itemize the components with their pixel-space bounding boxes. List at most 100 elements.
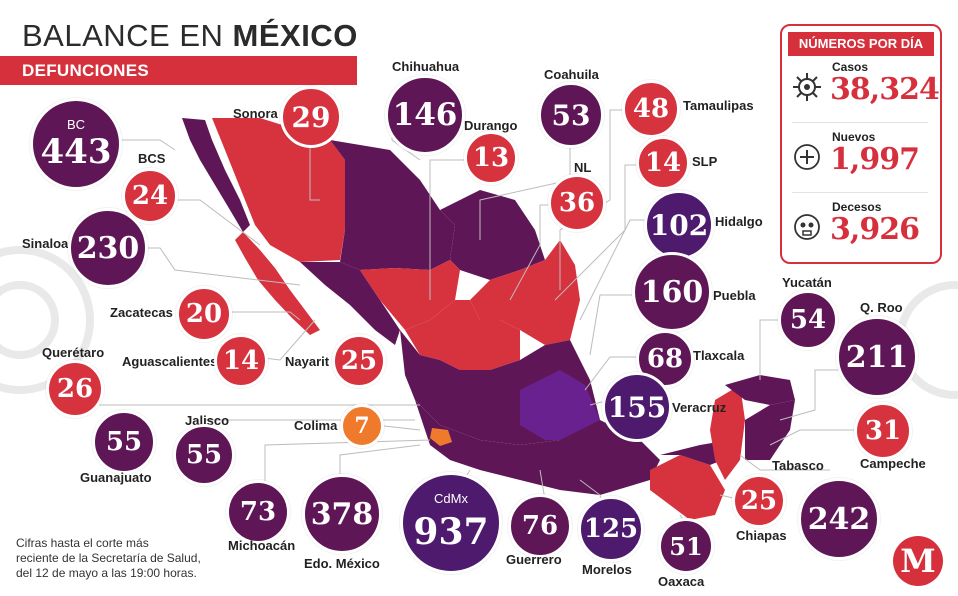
stats-panel-title: NÚMEROS POR DÍA xyxy=(788,32,934,56)
label-sonora: Sonora xyxy=(233,106,278,121)
value-nayarit: 25 xyxy=(340,346,378,376)
value-tabasco: 242 xyxy=(807,501,871,537)
bubble-aguascalientes: 14 xyxy=(214,334,268,388)
bubble-colima: 7 xyxy=(340,404,384,448)
value-tamaulipas: 48 xyxy=(632,94,670,124)
label-colima: Colima xyxy=(294,418,338,433)
value-bcs: 24 xyxy=(131,181,169,211)
label-guanajuato: Guanajuato xyxy=(80,470,152,485)
stats-panel: NÚMEROS POR DÍA Casos 38,324 Nuevos 1,99… xyxy=(780,24,942,264)
bubble-tabasco: 242 xyxy=(798,478,880,560)
region-center-north xyxy=(405,300,520,370)
bubble-jalisco: 55 xyxy=(173,424,235,486)
region-chiapas xyxy=(650,455,725,520)
value-sinaloa: 230 xyxy=(76,230,140,266)
footnote: Cifras hasta el corte más reciente de la… xyxy=(16,536,201,581)
plus-circle-icon xyxy=(794,144,820,170)
bubble-coahuila: 53 xyxy=(538,82,604,148)
bubble-yucatan: 54 xyxy=(778,290,838,350)
value-bc: 443 xyxy=(40,132,112,172)
label-zacatecas: Zacatecas xyxy=(110,305,173,320)
bubble-durango: 13 xyxy=(464,131,518,185)
stat-decesos-label: Decesos xyxy=(832,200,882,214)
label-queretaro: Querétaro xyxy=(42,345,105,360)
bubble-chiapas: 25 xyxy=(732,474,786,528)
region-chihuahua xyxy=(330,140,455,270)
label-michoacan: Michoacán xyxy=(228,538,296,553)
value-colima: 7 xyxy=(354,413,370,439)
stat-decesos: Decesos 3,926 xyxy=(788,200,936,260)
value-guerrero: 76 xyxy=(521,511,559,541)
value-coahuila: 53 xyxy=(551,98,591,132)
bubble-nayarit: 25 xyxy=(332,334,386,388)
region-bcs xyxy=(235,232,320,335)
bubble-tamaulipas: 48 xyxy=(622,80,680,138)
subtitle: DEFUNCIONES xyxy=(22,61,150,80)
bubble-chihuahua: 146 xyxy=(385,75,465,155)
label-chihuahua: Chihuahua xyxy=(392,59,460,74)
stat-nuevos-value: 1,997 xyxy=(830,142,920,177)
label-slp: SLP xyxy=(692,154,718,169)
footnote-line: reciente de la Secretaría de Salud, xyxy=(16,551,201,565)
stat-casos: Casos 38,324 xyxy=(788,60,940,120)
stat-nuevos: Nuevos 1,997 xyxy=(788,130,936,190)
label-campeche: Campeche xyxy=(860,456,926,471)
bubble-nl: 36 xyxy=(548,174,606,232)
label-bc: BC xyxy=(66,117,86,132)
bubble-bc: BC 443 xyxy=(30,98,122,190)
value-michoacan: 73 xyxy=(239,497,277,527)
value-morelos: 125 xyxy=(583,514,639,544)
label-nl: NL xyxy=(574,160,592,175)
value-jalisco: 55 xyxy=(185,440,223,470)
value-veracruz: 155 xyxy=(607,390,667,424)
value-edomex: 378 xyxy=(310,496,374,532)
region-bc xyxy=(182,118,250,232)
bubble-morelos: 125 xyxy=(578,496,644,562)
region-south xyxy=(415,400,660,495)
region-sinaloa xyxy=(300,262,400,345)
region-qroo xyxy=(745,400,795,460)
label-chiapas: Chiapas xyxy=(736,528,787,543)
logo-letter: M xyxy=(900,542,936,580)
bubble-cdmx: CdMx 937 xyxy=(400,472,502,574)
label-durango: Durango xyxy=(464,118,518,133)
label-puebla: Puebla xyxy=(713,288,756,303)
bubble-hidalgo: 102 xyxy=(644,190,714,260)
page-title: BALANCE EN MÉXICO xyxy=(22,18,358,53)
virus-decoration-left xyxy=(0,246,94,394)
value-yucatan: 54 xyxy=(789,305,827,335)
label-cdmx: CdMx xyxy=(434,491,468,506)
label-tabasco: Tabasco xyxy=(772,458,824,473)
value-sonora: 29 xyxy=(291,100,331,134)
region-coahuila xyxy=(440,190,545,280)
label-bcs: BCS xyxy=(138,151,166,166)
region-sonora xyxy=(212,118,345,262)
label-morelos: Morelos xyxy=(582,562,632,577)
value-oaxaca: 51 xyxy=(669,531,703,561)
label-tlaxcala: Tlaxcala xyxy=(693,348,745,363)
value-puebla: 160 xyxy=(640,274,704,310)
bubble-guerrero: 76 xyxy=(508,494,572,558)
label-edomex: Edo. México xyxy=(304,556,380,571)
region-campeche xyxy=(710,385,745,480)
stat-decesos-value: 3,926 xyxy=(830,212,920,247)
footnote-line: del 12 de mayo a las 19:00 horas. xyxy=(16,566,197,580)
bubble-queretaro: 26 xyxy=(46,360,104,418)
bubble-michoacan: 73 xyxy=(226,480,290,544)
bubble-slp: 14 xyxy=(636,136,690,190)
bubble-zacatecas: 20 xyxy=(176,286,232,342)
bubble-sonora: 29 xyxy=(280,86,342,148)
milenio-logo: M xyxy=(893,536,943,586)
label-coahuila: Coahuila xyxy=(544,67,599,82)
region-north-east xyxy=(470,240,580,345)
value-chiapas: 25 xyxy=(740,486,778,516)
value-queretaro: 26 xyxy=(56,374,94,404)
label-veracruz: Veracruz xyxy=(672,400,727,415)
value-qroo: 211 xyxy=(845,339,909,375)
stat-casos-label: Casos xyxy=(832,60,869,74)
subtitle-ribbon: DEFUNCIONES xyxy=(0,56,357,85)
value-zacatecas: 20 xyxy=(185,299,223,329)
value-durango: 13 xyxy=(472,143,510,173)
bubble-qroo: 211 xyxy=(836,316,918,398)
